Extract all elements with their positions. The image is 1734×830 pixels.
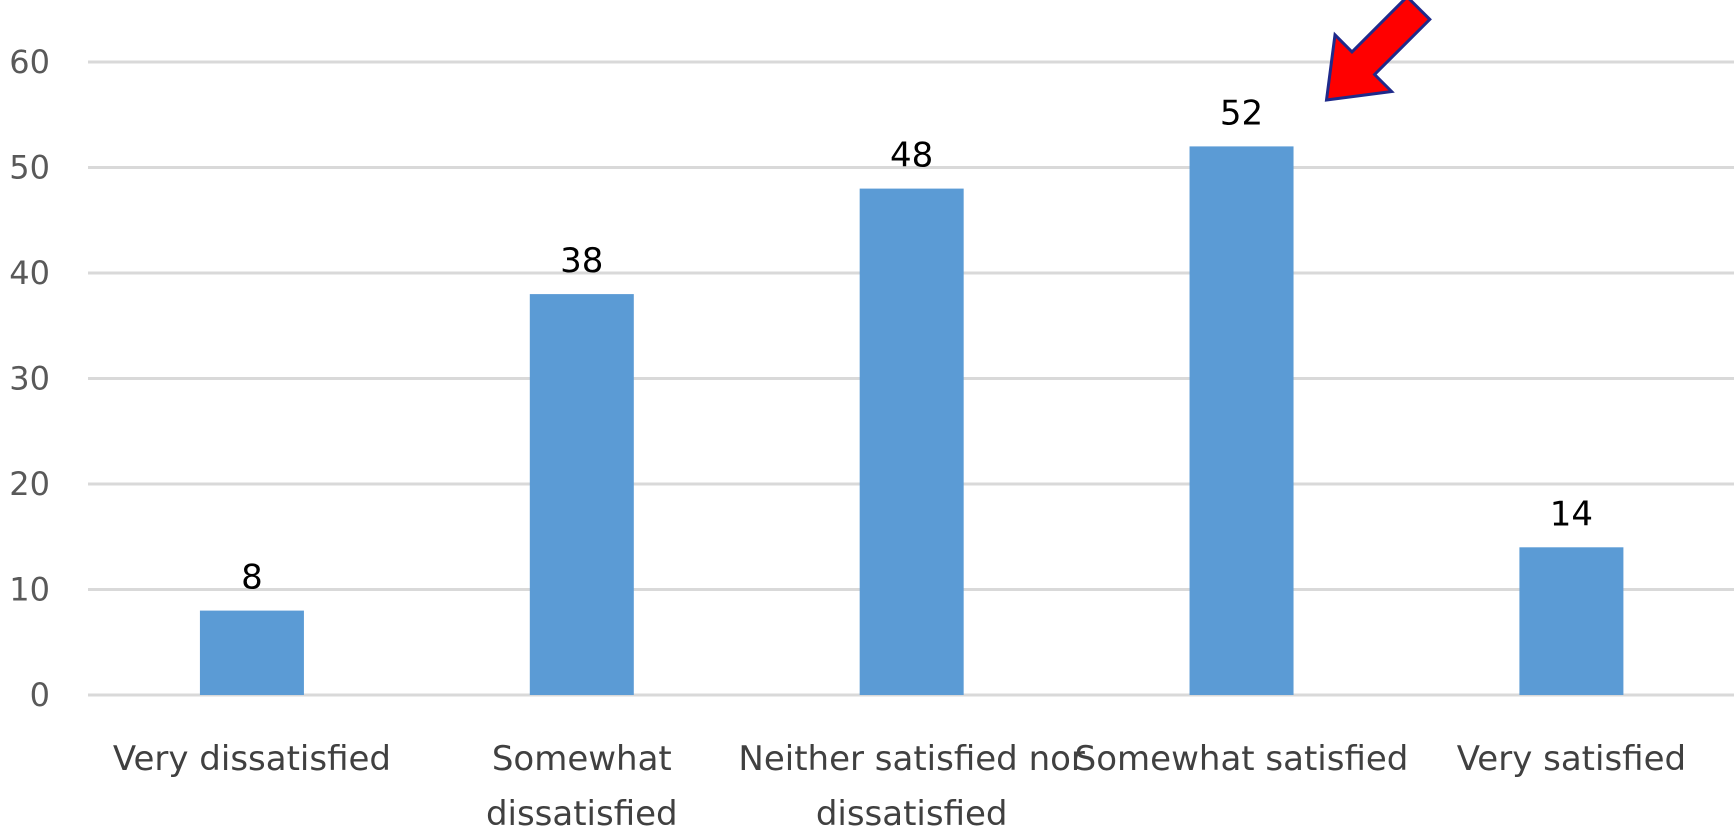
annotations <box>1324 0 1432 102</box>
bar <box>859 188 964 695</box>
bar <box>1519 547 1624 695</box>
y-tick-label: 0 <box>30 676 50 714</box>
x-axis-category-labels: Very dissatisfied SomewhatdissatisfiedNei… <box>113 739 1686 830</box>
data-label: 48 <box>890 136 933 176</box>
data-label: 38 <box>560 241 603 281</box>
category-label-line: dissatisfied <box>486 794 678 830</box>
y-axis-tick-labels: 0 10 20 30 40 50 60 <box>9 43 50 714</box>
bar <box>199 610 304 695</box>
data-labels: 8 38 48 52 14 <box>241 93 1593 597</box>
y-tick-label: 20 <box>9 465 50 503</box>
y-tick-label: 60 <box>9 43 50 81</box>
category-label: Somewhat dissatisfied <box>486 739 678 830</box>
data-label: 52 <box>1220 93 1263 133</box>
y-tick-label: 40 <box>9 254 50 292</box>
y-tick-label: 10 <box>9 571 50 609</box>
category-label-line: Somewhat satisfied <box>1075 739 1409 779</box>
y-tick-label: 50 <box>9 149 50 187</box>
bars <box>199 146 1624 695</box>
category-label: Very satisfied <box>1457 739 1686 779</box>
category-label-line: Very dissatisfied <box>113 739 391 779</box>
category-label: Somewhat satisfied <box>1075 739 1409 779</box>
data-label: 14 <box>1550 494 1593 534</box>
category-label-line: Very satisfied <box>1457 739 1686 779</box>
category-label: Very dissatisfied <box>113 739 391 779</box>
red-arrow-icon <box>1324 0 1432 102</box>
y-tick-label: 30 <box>9 360 50 398</box>
category-label-line: Somewhat <box>492 739 672 779</box>
data-label: 8 <box>241 558 263 598</box>
category-label-line: Neither satisfied nor <box>738 739 1084 779</box>
bar <box>1189 146 1294 695</box>
bar <box>529 294 634 695</box>
category-label: Neither satisfied nor dissatisfied <box>738 739 1084 830</box>
category-label-line: dissatisfied <box>816 794 1008 830</box>
